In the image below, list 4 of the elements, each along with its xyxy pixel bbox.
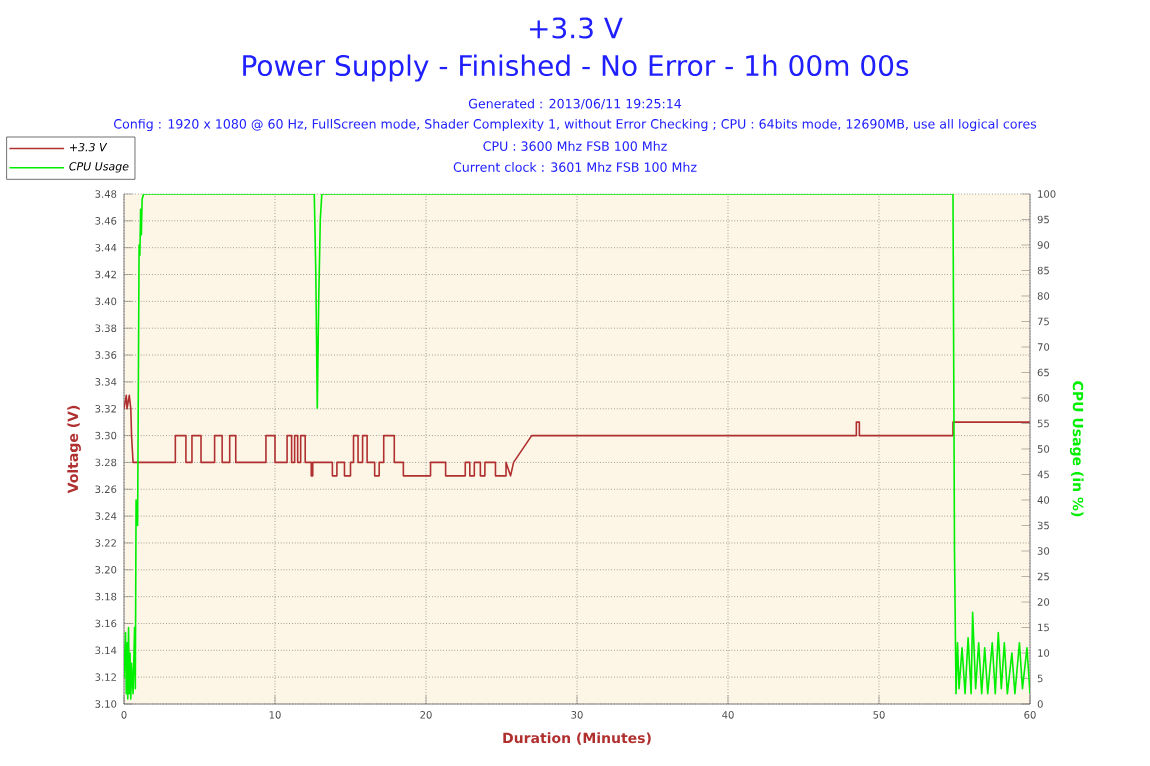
line-series: [124, 394, 1030, 477]
chart-title: +3.3 V: [529, 17, 623, 39]
chart-subtitle: Power Supply - Finished - No Error - 1h 00m 00s: [243, 54, 909, 82]
line-series: [124, 194, 1031, 700]
